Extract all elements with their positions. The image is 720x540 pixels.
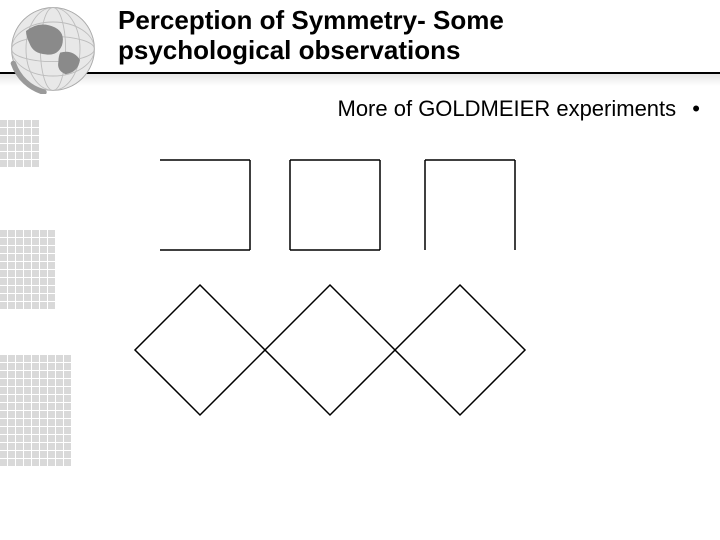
bullet-icon: •	[692, 96, 700, 122]
goldmeier-diagram	[0, 150, 720, 490]
slide: Perception of Symmetry- Some psychologic…	[0, 0, 720, 540]
subtitle-row: More of GOLDMEIER experiments •	[0, 96, 700, 122]
globe-icon	[8, 4, 98, 94]
subtitle-text: More of GOLDMEIER experiments	[338, 96, 677, 121]
title-underline	[0, 72, 720, 74]
slide-title: Perception of Symmetry- Some psychologic…	[118, 6, 598, 66]
